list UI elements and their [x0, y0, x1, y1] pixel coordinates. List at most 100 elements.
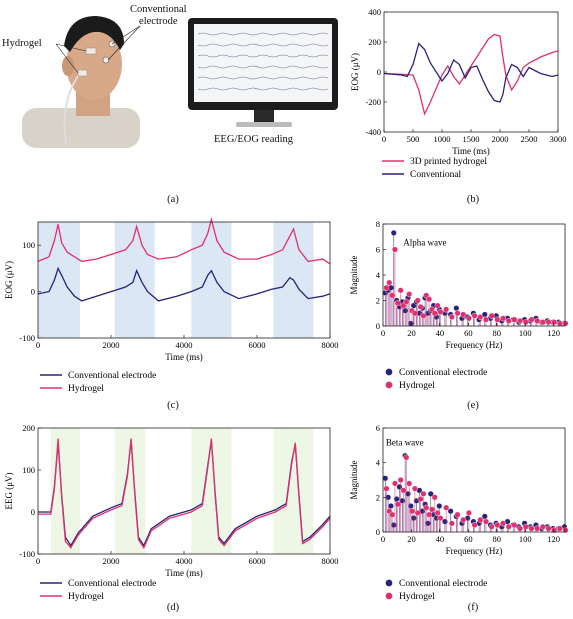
panel-a-illustration — [22, 16, 338, 148]
chart-f: 0 20 40 60 80 100 120 0 2 4 6 Frequency (Hz) Magnitu… — [349, 423, 569, 602]
data-point — [437, 515, 444, 522]
legend-label: Hydrogel — [399, 592, 435, 602]
y-tick-label: 0 — [31, 287, 35, 297]
monitor-stand — [236, 122, 292, 127]
legend-label: Hydrogel — [68, 592, 104, 602]
series-line-b — [38, 438, 331, 550]
x-tick-label: 120 — [547, 328, 560, 338]
data-point — [410, 515, 417, 522]
y-tick-label: -200 — [365, 97, 381, 107]
caption-d: (d) — [166, 602, 180, 613]
series-line-a — [383, 33, 559, 116]
data-point — [390, 522, 397, 529]
data-point — [431, 310, 438, 317]
x-tick-label: 40 — [436, 328, 445, 338]
x-tick-label: 60 — [464, 328, 473, 338]
data-point — [434, 509, 441, 516]
data-point — [477, 314, 484, 321]
data-point — [448, 520, 455, 527]
y-tick-label: 200 — [368, 37, 381, 47]
label-conventional-electrode: Conventional electrode — [130, 4, 187, 27]
data-point — [488, 312, 495, 319]
data-point — [511, 522, 518, 529]
data-point — [403, 298, 410, 305]
data-point — [522, 319, 529, 326]
legend-swatch — [385, 368, 393, 376]
data-point — [385, 494, 392, 501]
y-tick-label: 200 — [22, 423, 35, 433]
annotation-label: Beta wave — [386, 437, 424, 447]
x-tick-label: 4000 — [176, 340, 193, 350]
shaded-band — [273, 428, 314, 554]
data-point — [453, 305, 460, 312]
x-tick-label: 0 — [36, 340, 40, 350]
legend-label: Hydrogel — [399, 381, 435, 391]
data-point — [407, 502, 414, 509]
caption-c: (c) — [167, 400, 179, 411]
data-point — [383, 284, 390, 291]
x-tick-label: 2000 — [103, 556, 120, 566]
pointer-line — [107, 25, 141, 61]
legend-label: Conventional — [410, 170, 462, 180]
shaded-band — [191, 222, 232, 338]
x-tick-label: 8000 — [322, 556, 339, 566]
data-point — [387, 502, 394, 509]
ear-shape — [62, 56, 74, 76]
y-axis-label: Magnitude — [349, 461, 359, 500]
x-tick-label: 0 — [36, 556, 40, 566]
legend-label: 3D printed hydrogel — [410, 157, 487, 167]
data-point — [406, 480, 413, 487]
data-point — [556, 320, 563, 327]
label-eeg-eog-reading: EEG/EOG reading — [214, 134, 294, 145]
y-tick-label: 0 — [377, 67, 381, 77]
data-point — [500, 315, 507, 322]
data-point — [394, 501, 401, 508]
pointer-line — [55, 43, 87, 52]
data-point — [465, 315, 472, 322]
monitor-screen — [194, 24, 332, 102]
chart-e: 0 20 40 60 80 100 120 0 2 4 6 8 Frequency (Hz) Magnit… — [349, 219, 569, 391]
shaded-band — [38, 222, 80, 338]
y-tick-label: 4 — [376, 270, 381, 280]
data-point — [390, 229, 397, 236]
chart-b: 0 500 1000 1500 2000 2500 3000 -400 -200 0 200 400 T… — [350, 7, 567, 180]
x-tick-label: 100 — [519, 328, 532, 338]
hydrogel-electrode-shape — [77, 69, 88, 77]
caption-b: (b) — [466, 194, 480, 205]
data-point — [402, 307, 409, 314]
x-tick-label: 20 — [407, 328, 416, 338]
data-point — [426, 511, 433, 518]
plot-frame — [382, 427, 566, 533]
data-point — [394, 300, 401, 307]
data-point — [528, 316, 535, 323]
x-tick-label: 120 — [547, 534, 560, 544]
data-point — [443, 306, 450, 313]
x-tick-label: 6000 — [249, 556, 266, 566]
wire-shape — [63, 75, 79, 145]
label-hydrogel: Hydrogel — [2, 38, 42, 49]
data-point — [414, 297, 421, 304]
y-tick-label: 0 — [376, 527, 380, 537]
x-axis-label: Frequency (Hz) — [446, 546, 503, 556]
x-tick-label: 1500 — [463, 134, 480, 144]
shirt-shape — [22, 108, 140, 148]
x-tick-label: 60 — [464, 534, 473, 544]
data-point — [417, 496, 424, 503]
data-point — [539, 319, 546, 326]
data-point — [505, 317, 512, 324]
data-point — [551, 319, 558, 326]
annotation-label: Alpha wave — [403, 238, 446, 248]
data-point — [393, 496, 400, 503]
y-tick-label: 0 — [376, 321, 380, 331]
series-line-a — [37, 266, 331, 302]
legend-swatch — [385, 579, 393, 587]
shaded-band — [114, 222, 155, 338]
data-point — [471, 312, 478, 319]
legend-label: Conventional electrode — [399, 368, 487, 378]
y-tick-label: -400 — [365, 127, 381, 137]
data-point — [431, 494, 438, 501]
data-point — [382, 475, 389, 482]
x-tick-label: 500 — [407, 134, 420, 144]
data-point — [397, 287, 404, 294]
